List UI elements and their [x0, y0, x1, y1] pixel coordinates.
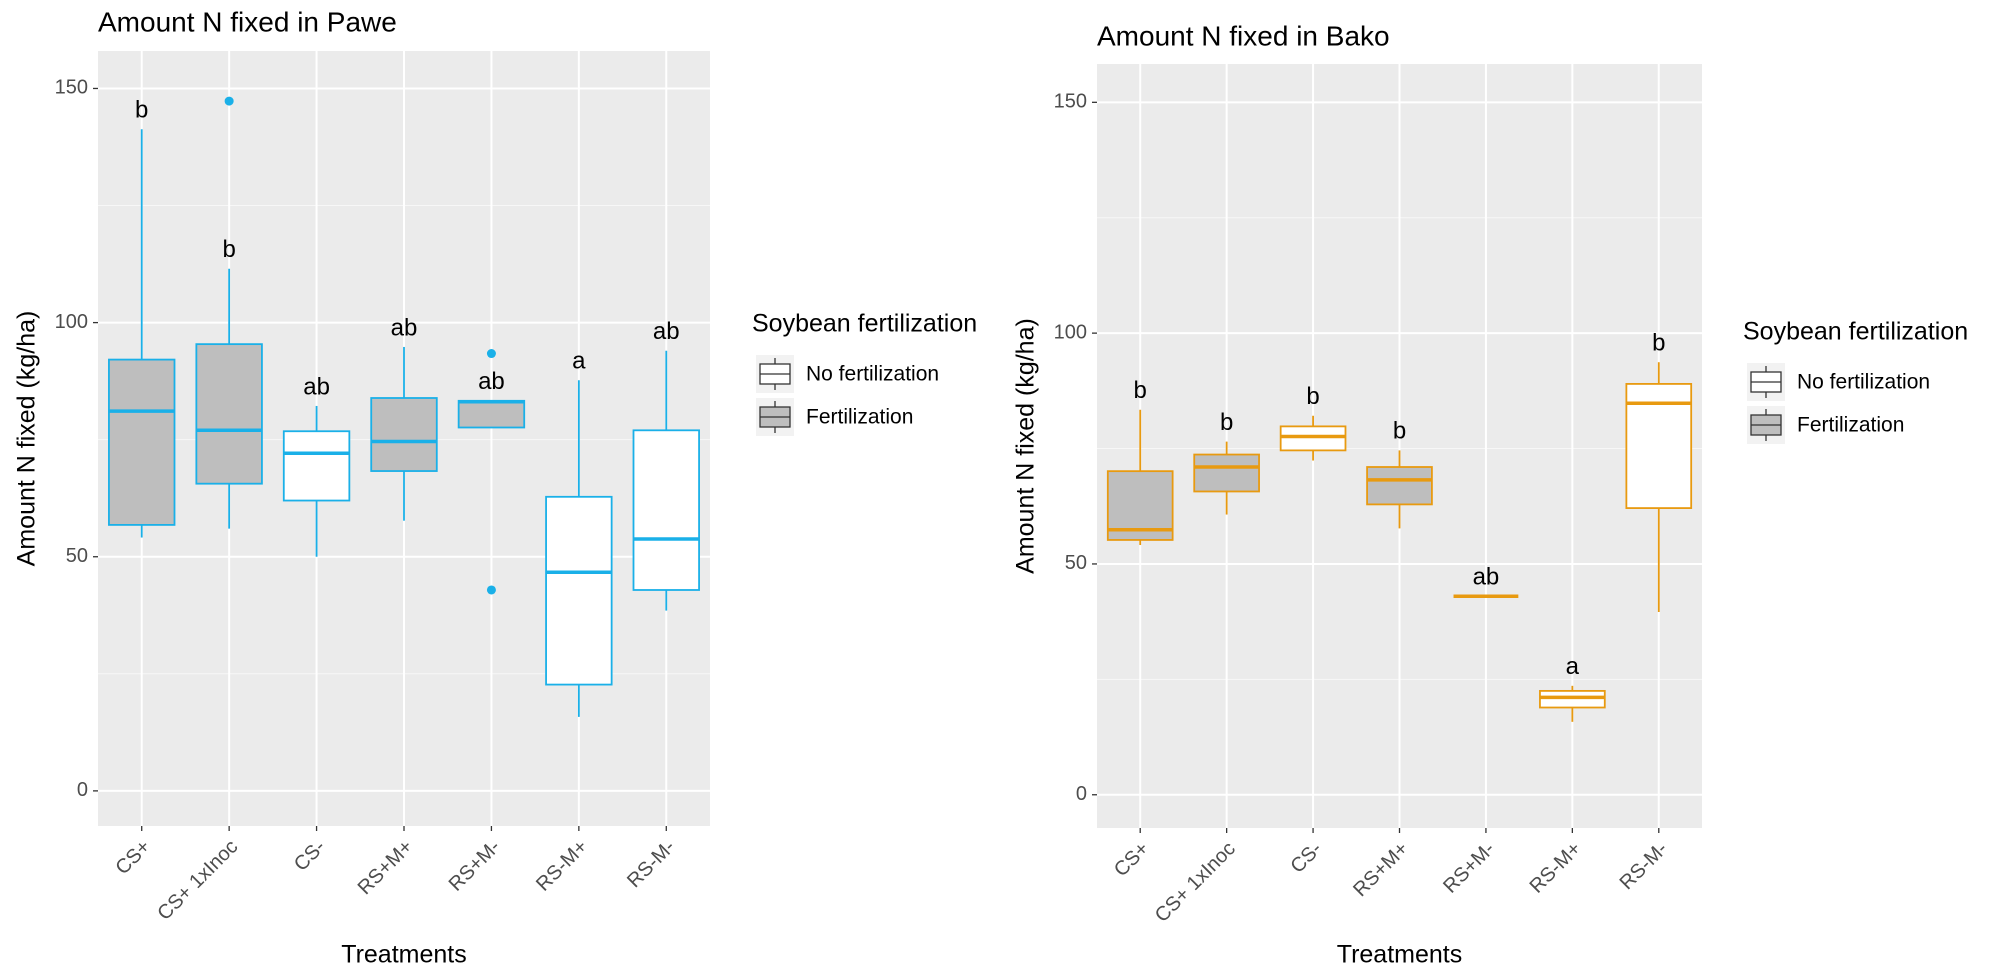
y-axis-label: Amount N fixed (kg/ha): [1012, 318, 1040, 574]
x-tick-label: CS+ 1xInoc: [1151, 838, 1240, 927]
box: [457, 399, 526, 429]
box-group: [1279, 415, 1347, 461]
box: [370, 397, 438, 472]
box-group: [1106, 409, 1174, 546]
x-tick-label: CS+: [112, 836, 155, 879]
x-tick-label: CS+: [1110, 838, 1153, 881]
box-group: [1366, 450, 1433, 529]
x-tick-label: RS+M-: [1439, 838, 1499, 898]
x-tick-label: RS-M+: [532, 836, 592, 896]
significance-letter: b: [222, 236, 235, 263]
chart-title: Amount N fixed in Pawe: [98, 6, 397, 37]
significance-letter: ab: [303, 373, 330, 400]
box: [1539, 689, 1606, 709]
significance-letter: ab: [653, 318, 680, 345]
legend-title: Soybean fertilization: [1743, 318, 1968, 346]
y-tick-label: 50: [1065, 552, 1087, 574]
significance-letter: ab: [1473, 564, 1500, 591]
x-tick-label: CS+ 1xInoc: [153, 836, 242, 925]
x-tick-label: RS+M+: [354, 836, 418, 900]
box-group: [1193, 441, 1260, 515]
y-tick-label: 150: [1054, 91, 1087, 113]
box-group: [282, 405, 351, 557]
significance-letter: b: [1134, 377, 1147, 404]
y-tick-label: 50: [66, 545, 88, 567]
legend-title: Soybean fertilization: [752, 310, 977, 338]
y-tick-label: 0: [77, 779, 88, 801]
significance-letter: b: [1393, 418, 1406, 445]
box: [545, 495, 613, 686]
box: [108, 358, 176, 526]
significance-letter: b: [135, 97, 148, 124]
box-group: [1625, 362, 1693, 612]
y-axis-label: Amount N fixed (kg/ha): [13, 311, 41, 567]
significance-letter: b: [1306, 383, 1319, 410]
box: [1366, 466, 1433, 506]
box: [1193, 453, 1260, 493]
significance-letter: b: [1220, 409, 1233, 436]
significance-letter: ab: [391, 314, 418, 341]
box-group: [108, 129, 176, 538]
chart-title: Amount N fixed in Bako: [1097, 20, 1390, 51]
x-axis-label: Treatments: [341, 941, 467, 968]
box-group: [370, 346, 438, 521]
outlier: [486, 585, 496, 595]
legend-label: No fertilization: [806, 363, 939, 386]
significance-letter: b: [1652, 330, 1665, 357]
significance-letter: a: [1566, 653, 1580, 680]
y-tick-label: 100: [1054, 321, 1087, 343]
significance-letter: a: [572, 348, 586, 375]
x-tick-label: RS-M+: [1526, 838, 1586, 898]
box: [1279, 425, 1347, 452]
box-group: [545, 380, 613, 717]
x-tick-label: RS+M-: [445, 836, 505, 896]
box: [632, 429, 700, 591]
x-tick-label: CS-: [1286, 838, 1326, 878]
significance-letter: ab: [478, 368, 505, 395]
y-tick-label: 150: [55, 77, 88, 99]
y-tick-label: 100: [55, 311, 88, 333]
box: [282, 430, 351, 502]
y-tick-label: 0: [1076, 783, 1087, 805]
legend-label: No fertilization: [1797, 371, 1930, 394]
x-tick-label: RS-M-: [623, 836, 679, 892]
x-tick-label: CS-: [290, 836, 330, 876]
box: [195, 343, 263, 485]
legend-label: Fertilization: [1797, 414, 1904, 437]
box-group: [1539, 685, 1606, 722]
outlier: [486, 349, 496, 359]
box-group: [632, 350, 700, 611]
legend-label: Fertilization: [806, 406, 913, 429]
box-group: [195, 96, 263, 529]
box-group: [457, 349, 526, 595]
outlier: [224, 96, 234, 106]
x-tick-label: RS+M+: [1349, 838, 1413, 902]
x-axis-label: Treatments: [1337, 941, 1463, 968]
x-tick-label: RS-M-: [1616, 838, 1672, 894]
